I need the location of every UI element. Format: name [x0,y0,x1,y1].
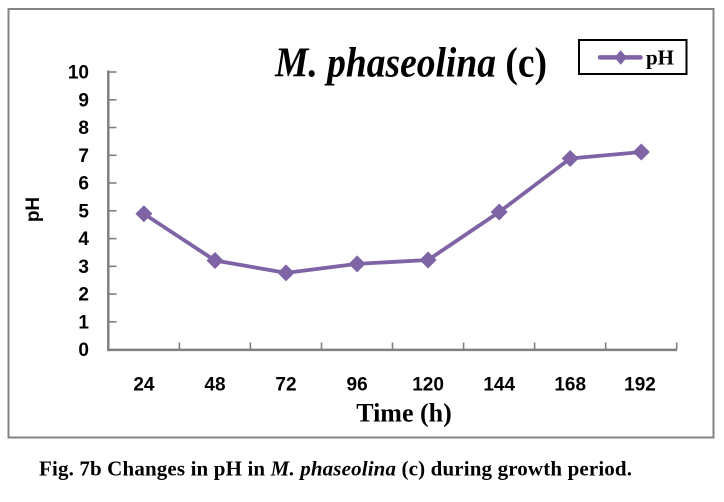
svg-text:9: 9 [78,90,89,111]
svg-text:8: 8 [78,118,89,139]
svg-text:7: 7 [78,146,89,167]
svg-text:192: 192 [624,374,656,395]
svg-text:5: 5 [78,201,89,222]
svg-text:0: 0 [78,340,89,361]
svg-text:120: 120 [412,374,444,395]
svg-text:2: 2 [78,285,89,306]
svg-text:168: 168 [554,374,586,395]
svg-text:24: 24 [133,374,155,395]
svg-text:Time (h): Time (h) [356,399,452,428]
svg-text:96: 96 [347,374,368,395]
svg-text:pH: pH [646,46,674,70]
svg-text:M. phaseolina (c): M. phaseolina (c) [274,41,547,87]
svg-text:48: 48 [204,374,225,395]
svg-text:6: 6 [78,174,89,195]
svg-text:144: 144 [483,374,515,395]
svg-text:72: 72 [275,374,296,395]
svg-text:10: 10 [68,63,89,84]
svg-text:pH: pH [23,197,44,222]
svg-text:1: 1 [78,312,89,333]
svg-text:Fig. 7b Changes in pH in M. ph: Fig. 7b Changes in pH in M. phaseolina (… [39,457,632,481]
svg-text:3: 3 [78,257,89,278]
svg-text:4: 4 [78,229,89,250]
